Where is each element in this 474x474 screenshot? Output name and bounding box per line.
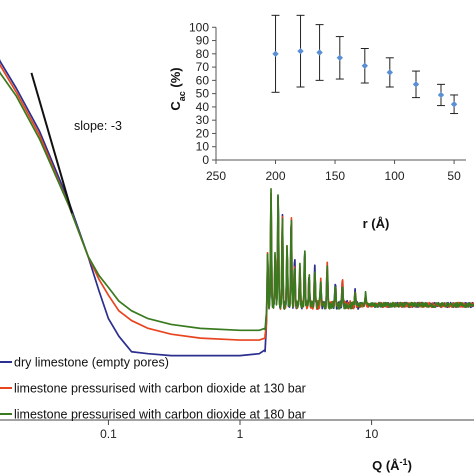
inset-point-6 [412,70,420,99]
main-x-tick-label-2: 10 [365,427,379,441]
inset-y-tick-label-3: 30 [196,113,210,127]
inset-x-tick-label-2: 150 [325,169,345,183]
inset-y-tick-label-7: 70 [196,60,210,74]
inset-y-tick-label-2: 20 [196,126,210,140]
main-plot: 0.1 1 10 slope: -3 Q (Å-1) dry limestone (… [0,58,474,473]
inset-marker-8 [450,101,458,108]
inset-y-tick-label-10: 100 [189,20,209,34]
inset-y-tick-label-0: 0 [202,153,209,167]
inset-point-5 [385,57,394,88]
inset-y-tick-label-5: 50 [196,87,210,101]
slope-line [30,72,74,214]
series-line-1 [0,62,474,341]
inset-marker-1 [297,47,304,55]
inset-y-tick-label-6: 60 [196,73,210,87]
inset-y-tick-label-4: 40 [196,100,210,114]
main-x-tick-label-0: 0.1 [100,427,117,441]
main-curves [0,58,474,357]
inset-marker-2 [316,49,323,56]
series-line-2 [0,70,474,332]
inset-y-tick-label-1: 10 [196,140,210,154]
legend-label-1: limestone pressurised with carbon dioxid… [14,382,306,396]
inset-points [271,14,459,115]
main-x-tick-label-1: 1 [237,427,244,441]
inset-x-tick-label-3: 100 [385,169,405,183]
inset-point-1 [296,14,305,88]
inset-x-tick-label-1: 200 [266,169,286,183]
inset-point-0 [271,14,280,93]
inset-marker-7 [437,91,445,99]
inset-point-8 [450,94,459,115]
legend: dry limestone (empty pores) limestone pre… [0,356,306,422]
inset-marker-0 [272,50,279,58]
inset-y-tick-label-8: 80 [196,47,210,61]
inset-marker-5 [386,69,394,76]
inset-marker-3 [336,54,344,61]
inset-x-ticks: 250 200 150 100 50 [206,160,461,183]
main-x-axis-label: Q (Å-1) [372,457,412,473]
inset-marker-4 [361,62,369,69]
inset-point-4 [360,48,369,84]
inset-point-3 [335,36,344,80]
inset-point-2 [315,24,324,81]
inset-marker-6 [412,81,420,88]
inset-y-axis-label: Cac (%) [168,67,187,110]
inset-point-7 [437,83,445,107]
inset-x-tick-label-4: 50 [447,169,461,183]
inset-x-tick-label-0: 250 [206,169,226,183]
main-x-ticks: 0.1 1 10 [100,420,379,441]
slope-annotation: slope: -3 [74,119,122,133]
inset-x-axis-label: r (Å) [363,216,390,231]
legend-label-0: dry limestone (empty pores) [14,356,169,370]
legend-label-2: limestone pressurised with carbon dioxid… [14,408,306,422]
inset-y-tick-label-9: 90 [196,34,210,48]
